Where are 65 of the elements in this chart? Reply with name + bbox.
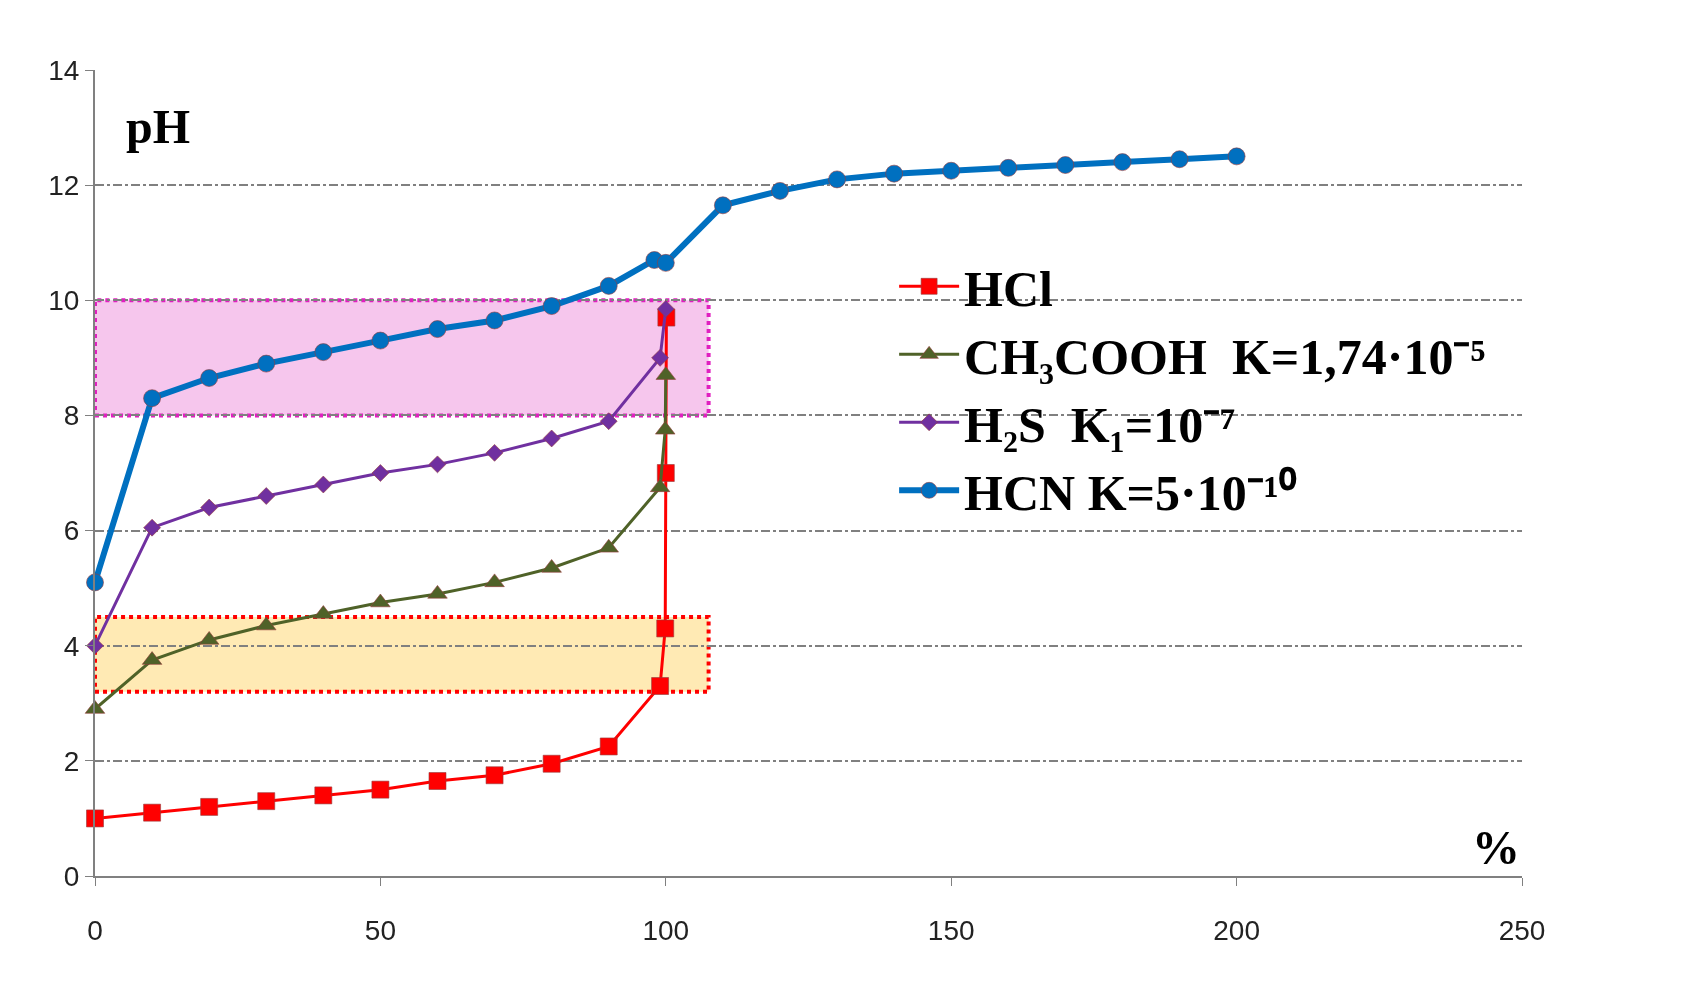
x-tick-label: 50	[364, 914, 396, 946]
y-tick-label: 14	[48, 54, 80, 86]
point	[651, 348, 670, 367]
y-tick-label: 10	[48, 285, 80, 317]
y-tick-label: 8	[63, 400, 80, 432]
point	[370, 593, 391, 608]
point	[484, 573, 505, 588]
point	[651, 677, 670, 696]
point	[542, 297, 561, 316]
point	[1170, 150, 1189, 169]
point	[200, 369, 219, 387]
point	[371, 464, 390, 482]
point	[485, 766, 504, 785]
point	[1113, 153, 1132, 172]
point	[1056, 155, 1075, 174]
point	[542, 754, 561, 773]
y-tick-label: 2	[63, 745, 80, 777]
point	[485, 311, 504, 330]
point	[1227, 147, 1246, 166]
point	[656, 299, 675, 318]
point	[257, 487, 276, 505]
y-tick-label: 12	[48, 169, 80, 201]
x-tick-label: 250	[1498, 914, 1546, 946]
x-tick-label: 150	[927, 914, 975, 946]
point	[770, 181, 789, 200]
point	[371, 780, 390, 799]
point	[485, 443, 504, 462]
point	[599, 412, 618, 431]
y-tick-label: 0	[63, 860, 80, 892]
point	[143, 389, 162, 408]
point	[314, 786, 333, 805]
point	[143, 518, 162, 537]
point	[656, 253, 675, 272]
point	[428, 772, 447, 791]
point	[200, 797, 219, 816]
y-axis-title: pH	[126, 100, 191, 153]
x-tick-label: 200	[1213, 914, 1260, 946]
y-tick-label: 6	[63, 515, 80, 547]
legend-label: HCl	[964, 260, 1054, 317]
point	[371, 331, 390, 350]
point	[86, 809, 104, 828]
legend-label: CH₃COOH K=1,74·10⁻⁵	[964, 328, 1486, 385]
point	[885, 164, 904, 183]
point	[599, 276, 618, 295]
point	[314, 343, 333, 362]
point	[713, 196, 732, 215]
point	[428, 455, 447, 474]
point	[428, 320, 447, 339]
point	[257, 354, 276, 373]
legend-label: HCN K=5·10⁻¹⁰	[964, 464, 1297, 521]
point	[542, 429, 561, 448]
point	[599, 737, 618, 756]
point	[200, 498, 219, 517]
x-axis-title: %	[1472, 821, 1520, 874]
legend-label: H₂S K₁=10⁻⁷	[964, 396, 1236, 453]
point	[257, 792, 276, 811]
point	[314, 475, 333, 494]
point	[656, 619, 675, 638]
point	[942, 161, 961, 180]
x-tick-label: 100	[642, 914, 690, 946]
point	[828, 170, 847, 189]
y-tick-label: 4	[63, 630, 80, 662]
point	[999, 158, 1018, 177]
point	[143, 803, 162, 822]
x-tick-label: 0	[87, 914, 103, 946]
